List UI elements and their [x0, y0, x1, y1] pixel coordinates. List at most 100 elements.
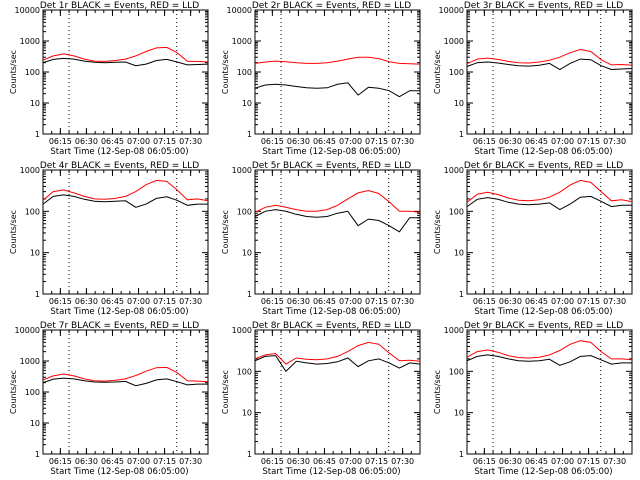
x-tick-label: 07:15: [153, 297, 176, 306]
y-tick-label: 1: [459, 130, 464, 139]
x-tick-label: 06:45: [313, 297, 336, 306]
x-axis-label: Start Time (12-Sep-08 06:05:00): [262, 307, 400, 317]
x-tick-label: 06:45: [525, 457, 548, 466]
x-tick-label: 07:15: [365, 457, 388, 466]
x-tick-label: 07:30: [391, 137, 414, 146]
y-tick-label: 10: [242, 99, 252, 108]
y-tick-label: 1000: [20, 357, 40, 366]
x-tick-label: 06:30: [287, 297, 310, 306]
y-axis-label: Counts/sec: [221, 50, 230, 94]
y-tick-label: 1000: [232, 166, 252, 175]
y-tick-label: 1000: [444, 37, 464, 46]
x-tick-label: 07:30: [603, 137, 626, 146]
y-tick-label: 10: [242, 409, 252, 418]
y-tick-label: 1000: [232, 326, 252, 335]
panel-8: Det 8r BLACK = Events, RED = LLD 1 10 100 10…: [221, 321, 421, 477]
y-tick-label: 1: [35, 450, 40, 459]
y-tick-label: 100: [237, 367, 252, 376]
lld-series-line: [466, 179, 633, 203]
x-tick-label: 07:30: [603, 297, 626, 306]
y-tick-label: 10000: [15, 326, 40, 335]
x-axis-label: Start Time (12-Sep-08 06:05:00): [474, 147, 612, 157]
x-tick-label: 07:15: [365, 297, 388, 306]
x-tick-label: 07:30: [391, 297, 414, 306]
x-tick-label: 07:15: [153, 457, 176, 466]
x-axis-label: Start Time (12-Sep-08 06:05:00): [262, 467, 400, 477]
y-tick-label: 10: [454, 99, 464, 108]
x-tick-label: 06:45: [101, 297, 124, 306]
x-tick-label: 07:00: [127, 457, 150, 466]
x-tick-label: 07:15: [577, 297, 600, 306]
events-series-line: [254, 355, 421, 373]
x-tick-label: 06:15: [49, 137, 72, 146]
lld-series-line: [42, 366, 209, 383]
panel-4: Det 4r BLACK = Events, RED = LLD 1 10 100 10…: [9, 161, 209, 317]
y-tick-label: 100: [25, 207, 40, 216]
x-tick-label: 07:00: [339, 457, 362, 466]
x-axis-label: Start Time (12-Sep-08 06:05:00): [50, 307, 188, 317]
x-tick-label: 06:30: [499, 457, 522, 466]
y-tick-label: 1: [247, 130, 252, 139]
panel-5: Det 5r BLACK = Events, RED = LLD 1 10 100 10…: [221, 161, 421, 317]
x-tick-label: 07:30: [391, 457, 414, 466]
y-tick-label: 1000: [20, 37, 40, 46]
y-tick-label: 1: [247, 290, 252, 299]
y-tick-label: 1000: [232, 37, 252, 46]
x-tick-label: 07:15: [577, 457, 600, 466]
events-series-line: [466, 58, 633, 71]
x-tick-label: 06:30: [499, 297, 522, 306]
x-tick-label: 06:15: [261, 297, 284, 306]
y-tick-label: 10000: [227, 6, 252, 15]
lld-series-line: [254, 341, 421, 365]
lld-series-line: [254, 189, 421, 213]
y-tick-label: 10: [30, 249, 40, 258]
y-tick-label: 1000: [444, 166, 464, 175]
panel-title: Det 6r BLACK = Events, RED = LLD: [464, 161, 623, 171]
y-axis-label: Counts/sec: [9, 50, 18, 94]
x-tick-label: 06:15: [49, 297, 72, 306]
x-tick-label: 07:00: [551, 297, 574, 306]
y-axis-label: Counts/sec: [433, 50, 442, 94]
plot-frame: [42, 9, 209, 135]
events-series-line: [254, 82, 420, 98]
x-tick-label: 07:30: [603, 457, 626, 466]
y-tick-label: 100: [25, 68, 40, 77]
y-tick-label: 10: [454, 409, 464, 418]
x-axis-label: Start Time (12-Sep-08 06:05:00): [50, 467, 188, 477]
y-tick-label: 1: [459, 450, 464, 459]
lld-series-line: [42, 46, 209, 63]
panel-title: Det 9r BLACK = Events, RED = LLD: [464, 321, 623, 331]
x-axis-label: Start Time (12-Sep-08 06:05:00): [50, 147, 188, 157]
plot-frame: [466, 169, 633, 295]
y-axis-label: Counts/sec: [433, 370, 442, 414]
x-tick-label: 06:15: [49, 457, 72, 466]
panel-title: Det 1r BLACK = Events, RED = LLD: [40, 1, 199, 11]
x-tick-label: 06:30: [287, 457, 310, 466]
y-tick-label: 1000: [444, 326, 464, 335]
y-axis-label: Counts/sec: [9, 370, 18, 414]
panel-title: Det 7r BLACK = Events, RED = LLD: [40, 321, 199, 331]
y-tick-label: 100: [237, 68, 252, 77]
x-tick-label: 07:15: [577, 137, 600, 146]
y-tick-label: 100: [449, 68, 464, 77]
lld-series-line: [466, 340, 633, 361]
x-tick-label: 06:15: [473, 457, 496, 466]
x-tick-label: 07:00: [339, 297, 362, 306]
lld-series-line: [254, 56, 421, 65]
y-axis-label: Counts/sec: [9, 210, 18, 254]
y-tick-label: 10: [30, 99, 40, 108]
panel-title: Det 4r BLACK = Events, RED = LLD: [40, 161, 199, 171]
panel-2: Det 2r BLACK = Events, RED = LLD 1 10 100 10…: [221, 1, 421, 157]
y-tick-label: 1000: [20, 166, 40, 175]
x-tick-label: 07:00: [339, 137, 362, 146]
x-tick-label: 07:15: [365, 137, 388, 146]
plot-frame: [42, 329, 209, 455]
y-tick-label: 1: [247, 450, 252, 459]
panel-title: Det 3r BLACK = Events, RED = LLD: [464, 1, 623, 11]
panel-3: Det 3r BLACK = Events, RED = LLD 1 10 100 10…: [433, 1, 633, 157]
x-axis-label: Start Time (12-Sep-08 06:05:00): [262, 147, 400, 157]
x-tick-label: 07:30: [179, 137, 202, 146]
panel-1: Det 1r BLACK = Events, RED = LLD 1 10 100 10…: [9, 1, 209, 157]
panel-6: Det 6r BLACK = Events, RED = LLD 1 10 100 10…: [433, 161, 633, 317]
